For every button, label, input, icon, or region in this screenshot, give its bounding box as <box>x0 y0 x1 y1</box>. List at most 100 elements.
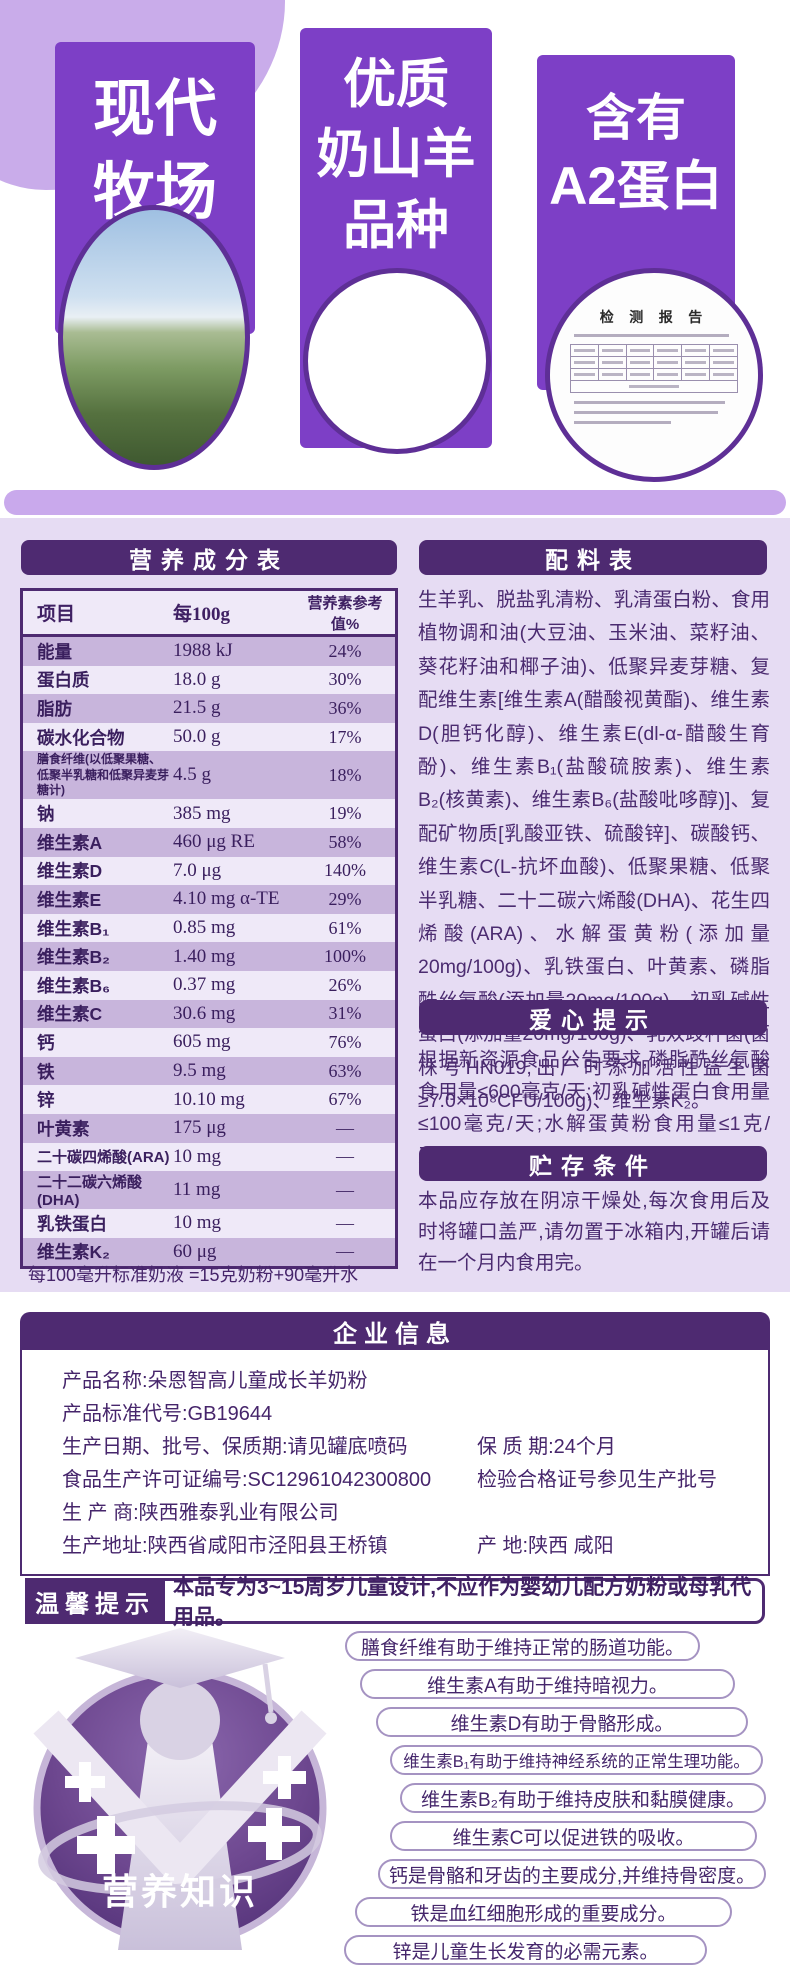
company-row: 生 产 商:陕西雅泰乳业有限公司 <box>62 1494 748 1527</box>
nutrient-value: 1.40 mg <box>173 945 236 967</box>
banner-title-line: 现代 <box>92 75 217 144</box>
love-tips-section-title: 爱心提示 <box>419 1000 767 1035</box>
column-header-item: 项目 <box>37 604 76 625</box>
company-info-body: 产品名称:朵恩智高儿童成长羊奶粉 产品标准代号:GB19644 生产日期、批号、… <box>20 1350 770 1576</box>
company-row: 食品生产许可证编号:SC12961042300800 检验合格证号参见生产批号 <box>62 1461 748 1494</box>
company-field: 产品标准代号:GB19644 <box>62 1403 273 1425</box>
nutrition-section-title: 营养成分表 <box>21 540 397 575</box>
nutrient-value: 4.10 mg α-TE <box>173 888 280 910</box>
table-row: 二十碳四烯酸(ARA) 10 mg — <box>23 1143 395 1172</box>
nutrient-nrv: 31% <box>328 1003 362 1024</box>
nutrient-value: 1988 kJ <box>173 640 233 662</box>
nutrient-value: 175 μg <box>173 1117 226 1139</box>
table-row: 脂肪 21.5 g 36% <box>23 694 395 723</box>
table-row: 锌 10.10 mg 67% <box>23 1085 395 1114</box>
knowledge-pill: 维生素B₁有助于维持神经系统的正常生理功能。 <box>390 1745 763 1775</box>
nutrient-value: 7.0 μg <box>173 859 222 881</box>
table-row: 叶黄素 175 μg — <box>23 1113 395 1143</box>
nutrient-nrv: — <box>336 1212 354 1233</box>
report-mini-table <box>570 344 738 393</box>
banner-title-line: 优质 <box>343 55 449 114</box>
table-row: 维生素B₂ 1.40 mg 100% <box>23 942 395 971</box>
company-row: 产品名称:朵恩智高儿童成长羊奶粉 <box>62 1362 748 1395</box>
nutrient-name: 铁 <box>37 1061 55 1082</box>
section-title-text: 企业信息 <box>333 1320 457 1348</box>
warm-tip-bar: 本品专为3~15周岁儿童设计,不应作为婴幼儿配方奶粉或母乳代用品。 <box>140 1576 765 1629</box>
nutrient-nrv: 63% <box>328 1060 362 1081</box>
company-row: 产品标准代号:GB19644 <box>62 1395 748 1428</box>
nutrient-nrv: 140% <box>324 860 366 881</box>
nutrient-name: 维生素B₂ <box>37 947 110 968</box>
nutrient-name: 脂肪 <box>37 698 72 719</box>
table-row: 维生素E 4.10 mg α-TE 29% <box>23 885 395 914</box>
table-footnote: 每100毫升标准奶液 =15克奶粉+90毫升水 <box>28 1265 359 1285</box>
section-title-text: 配料表 <box>545 546 641 573</box>
table-row: 膳食纤维(以低聚果糖、低聚半乳糖和低聚异麦芽糖计) 4.5 g 18% <box>23 751 395 800</box>
nutrient-value: 10 mg <box>173 1212 222 1234</box>
nutrient-name: 二十二碳六烯酸(DHA) <box>37 1174 143 1210</box>
nutrient-name: 钠 <box>37 804 55 825</box>
nutrient-value: 605 mg <box>173 1031 231 1053</box>
nutrient-value: 50.0 g <box>173 726 221 748</box>
nutrient-nrv: 17% <box>328 726 362 747</box>
table-row: 维生素K₂ 60 μg — <box>23 1237 395 1267</box>
nutrient-nrv: 18% <box>328 764 362 785</box>
nutrient-name: 二十碳四烯酸(ARA) <box>37 1149 170 1167</box>
nutrient-value: 60 μg <box>173 1240 217 1262</box>
section-title-text: 爱心提示 <box>529 1006 657 1033</box>
cap-tassel <box>262 1663 274 1713</box>
nutrient-nrv: 24% <box>328 640 362 661</box>
nutrient-nrv: 61% <box>328 917 362 938</box>
nutrient-value: 10 mg <box>173 1145 222 1167</box>
warm-tip-label-text: 温馨提示 <box>35 1590 155 1618</box>
banner-title-line: 奶山羊 <box>316 125 476 185</box>
nutrient-nrv: — <box>336 1146 354 1167</box>
report-text-line <box>574 334 729 337</box>
goats-photo <box>303 268 491 454</box>
nutrient-value: 10.10 mg <box>173 1088 245 1110</box>
company-field: 保 质 期:24个月 <box>477 1436 616 1458</box>
nutrient-value: 11 mg <box>173 1179 221 1201</box>
nutrient-value: 30.6 mg <box>173 1002 236 1024</box>
nutrition-table-body: 能量 1988 kJ 24% 蛋白质 18.0 g 30% 脂肪 21.5 g 36% 碳水… <box>23 637 395 1267</box>
banner-title-line: 品种 <box>343 195 449 255</box>
ingredients-text: 生羊乳、脱盐乳清粉、乳清蛋白粉、食用植物调和油(大豆油、玉米油、菜籽油、葵花籽油… <box>418 589 770 1113</box>
company-field: 产 地:陕西 咸阳 <box>477 1535 614 1557</box>
company-section-title: 企业信息 <box>20 1312 770 1350</box>
company-field: 生产日期、批号、保质期:请见罐底喷码 <box>62 1436 408 1458</box>
banner-title-line: A2蛋白 <box>549 156 723 216</box>
nutrient-name: 蛋白质 <box>37 670 90 691</box>
knowledge-pill: 维生素D有助于骨骼形成。 <box>376 1707 748 1737</box>
table-row: 能量 1988 kJ 24% <box>23 637 395 666</box>
table-row: 维生素C 30.6 mg 31% <box>23 999 395 1029</box>
nutrient-nrv: 100% <box>324 946 366 967</box>
nutrient-value: 0.85 mg <box>173 917 236 939</box>
nutrient-name: 维生素B₆ <box>37 975 111 996</box>
warm-tip-text: 本品专为3~15周岁儿童设计,不应作为婴幼儿配方奶粉或母乳代用品。 <box>173 1576 752 1629</box>
nutrient-name: 钙 <box>37 1032 55 1053</box>
nutrient-name: 维生素B₁ <box>37 918 110 939</box>
warm-tip-label: 温馨提示 <box>25 1578 165 1624</box>
cap-tassel-end <box>265 1712 277 1724</box>
table-row: 维生素D 7.0 μg 140% <box>23 857 395 886</box>
graduation-cap-icon <box>75 1628 285 1688</box>
nutrient-nrv: — <box>336 1241 354 1262</box>
company-field: 产品名称:朵恩智高儿童成长羊奶粉 <box>62 1370 368 1392</box>
nutrient-nrv: 29% <box>328 888 362 909</box>
nutrient-name: 锌 <box>37 1090 55 1111</box>
company-info-box: 企业信息 产品名称:朵恩智高儿童成长羊奶粉 产品标准代号:GB19644 生产日… <box>20 1312 770 1576</box>
nutrient-name: 乳铁蛋白 <box>37 1213 107 1234</box>
company-field: 生 产 商:陕西雅泰乳业有限公司 <box>62 1502 339 1524</box>
nutrient-name: 维生素K₂ <box>37 1242 110 1263</box>
nutrient-nrv: 19% <box>328 803 362 824</box>
nutrient-name: 能量 <box>37 641 72 662</box>
table-row: 维生素B₆ 0.37 mg 26% <box>23 971 395 1000</box>
nutrient-nrv: — <box>336 1117 354 1138</box>
nutrition-table: 项目 每100g 营养素参考值% 能量 1988 kJ 24% 蛋白质 18.0 g 3… <box>20 588 398 1270</box>
nutrient-nrv: 36% <box>328 697 362 718</box>
table-row: 维生素B₁ 0.85 mg 61% <box>23 914 395 943</box>
farm-photo <box>58 205 250 470</box>
nutrient-name: 膳食纤维(以低聚果糖、低聚半乳糖和低聚异麦芽糖计) <box>37 751 170 798</box>
column-header-nrv: 营养素参考值% <box>307 594 383 633</box>
